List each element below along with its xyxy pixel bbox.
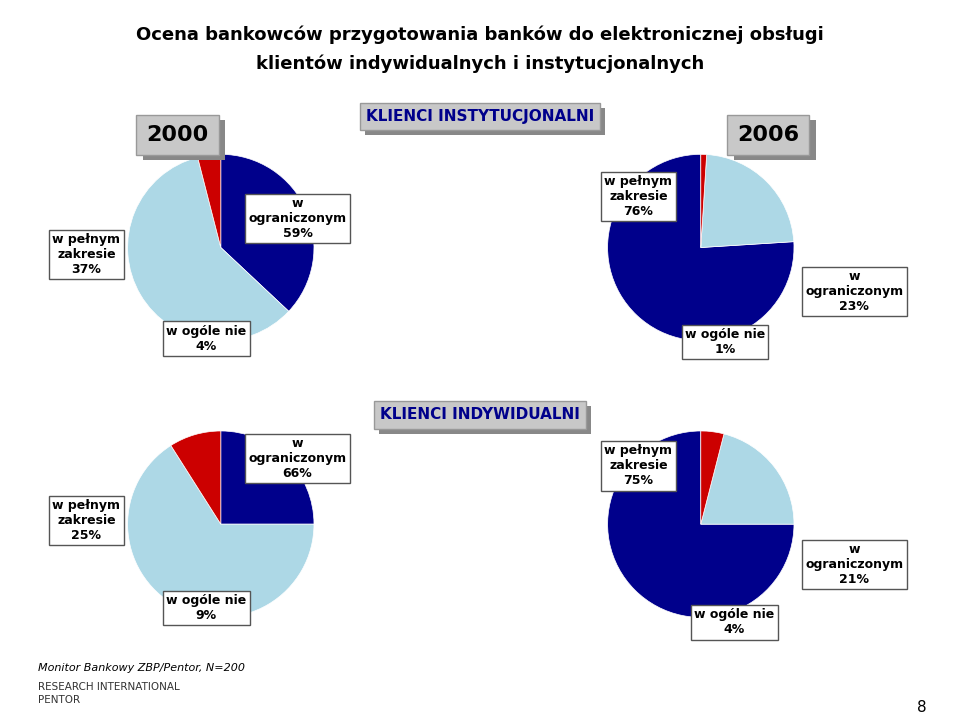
Text: w ogóle nie
9%: w ogóle nie 9%: [166, 594, 247, 622]
Wedge shape: [701, 434, 794, 524]
Text: w pełnym
zakresie
76%: w pełnym zakresie 76%: [605, 175, 672, 218]
Text: KLIENCI INSTYTUCJONALNI: KLIENCI INSTYTUCJONALNI: [366, 109, 594, 124]
Text: w
ograniczonym
66%: w ograniczonym 66%: [249, 437, 347, 480]
Text: KLIENCI INSTYTUCJONALNI: KLIENCI INSTYTUCJONALNI: [371, 114, 599, 129]
Text: w
ograniczonym
21%: w ograniczonym 21%: [805, 542, 903, 586]
Wedge shape: [701, 431, 724, 524]
Wedge shape: [221, 431, 314, 524]
Text: w pełnym
zakresie
37%: w pełnym zakresie 37%: [53, 233, 120, 277]
Text: w pełnym
zakresie
75%: w pełnym zakresie 75%: [605, 444, 672, 488]
Text: w
ograniczonym
23%: w ograniczonym 23%: [805, 269, 903, 313]
Wedge shape: [221, 154, 314, 312]
Text: 2000: 2000: [147, 124, 208, 145]
Text: PENTOR: PENTOR: [38, 695, 81, 705]
Text: 2000: 2000: [154, 130, 215, 150]
Wedge shape: [701, 154, 794, 248]
Wedge shape: [171, 431, 221, 524]
Wedge shape: [608, 431, 794, 617]
Text: w
ograniczonym
59%: w ograniczonym 59%: [249, 197, 347, 240]
Wedge shape: [198, 154, 221, 248]
Text: KLIENCI INDYWIDUALNI: KLIENCI INDYWIDUALNI: [380, 408, 580, 422]
Text: Monitor Bankowy ZBP/Pentor, N=200: Monitor Bankowy ZBP/Pentor, N=200: [38, 663, 246, 673]
Text: RESEARCH INTERNATIONAL: RESEARCH INTERNATIONAL: [38, 681, 180, 692]
Wedge shape: [128, 446, 314, 617]
Text: w ogóle nie
4%: w ogóle nie 4%: [166, 325, 247, 352]
Wedge shape: [608, 154, 794, 341]
Wedge shape: [128, 157, 289, 341]
Text: w ogóle nie
4%: w ogóle nie 4%: [694, 609, 775, 636]
Text: 2006: 2006: [744, 130, 805, 150]
Text: w ogóle nie
1%: w ogóle nie 1%: [684, 328, 765, 356]
Wedge shape: [701, 154, 707, 248]
Text: klientów indywidualnych i instytucjonalnych: klientów indywidualnych i instytucjonaln…: [256, 55, 704, 73]
Text: 2006: 2006: [737, 124, 799, 145]
Text: Ocena bankowców przygotowania banków do elektronicznej obsługi: Ocena bankowców przygotowania banków do …: [136, 25, 824, 44]
Text: w pełnym
zakresie
25%: w pełnym zakresie 25%: [53, 499, 120, 542]
Text: KLIENCI INDYWIDUALNI: KLIENCI INDYWIDUALNI: [385, 413, 585, 427]
Text: 8: 8: [917, 700, 926, 715]
